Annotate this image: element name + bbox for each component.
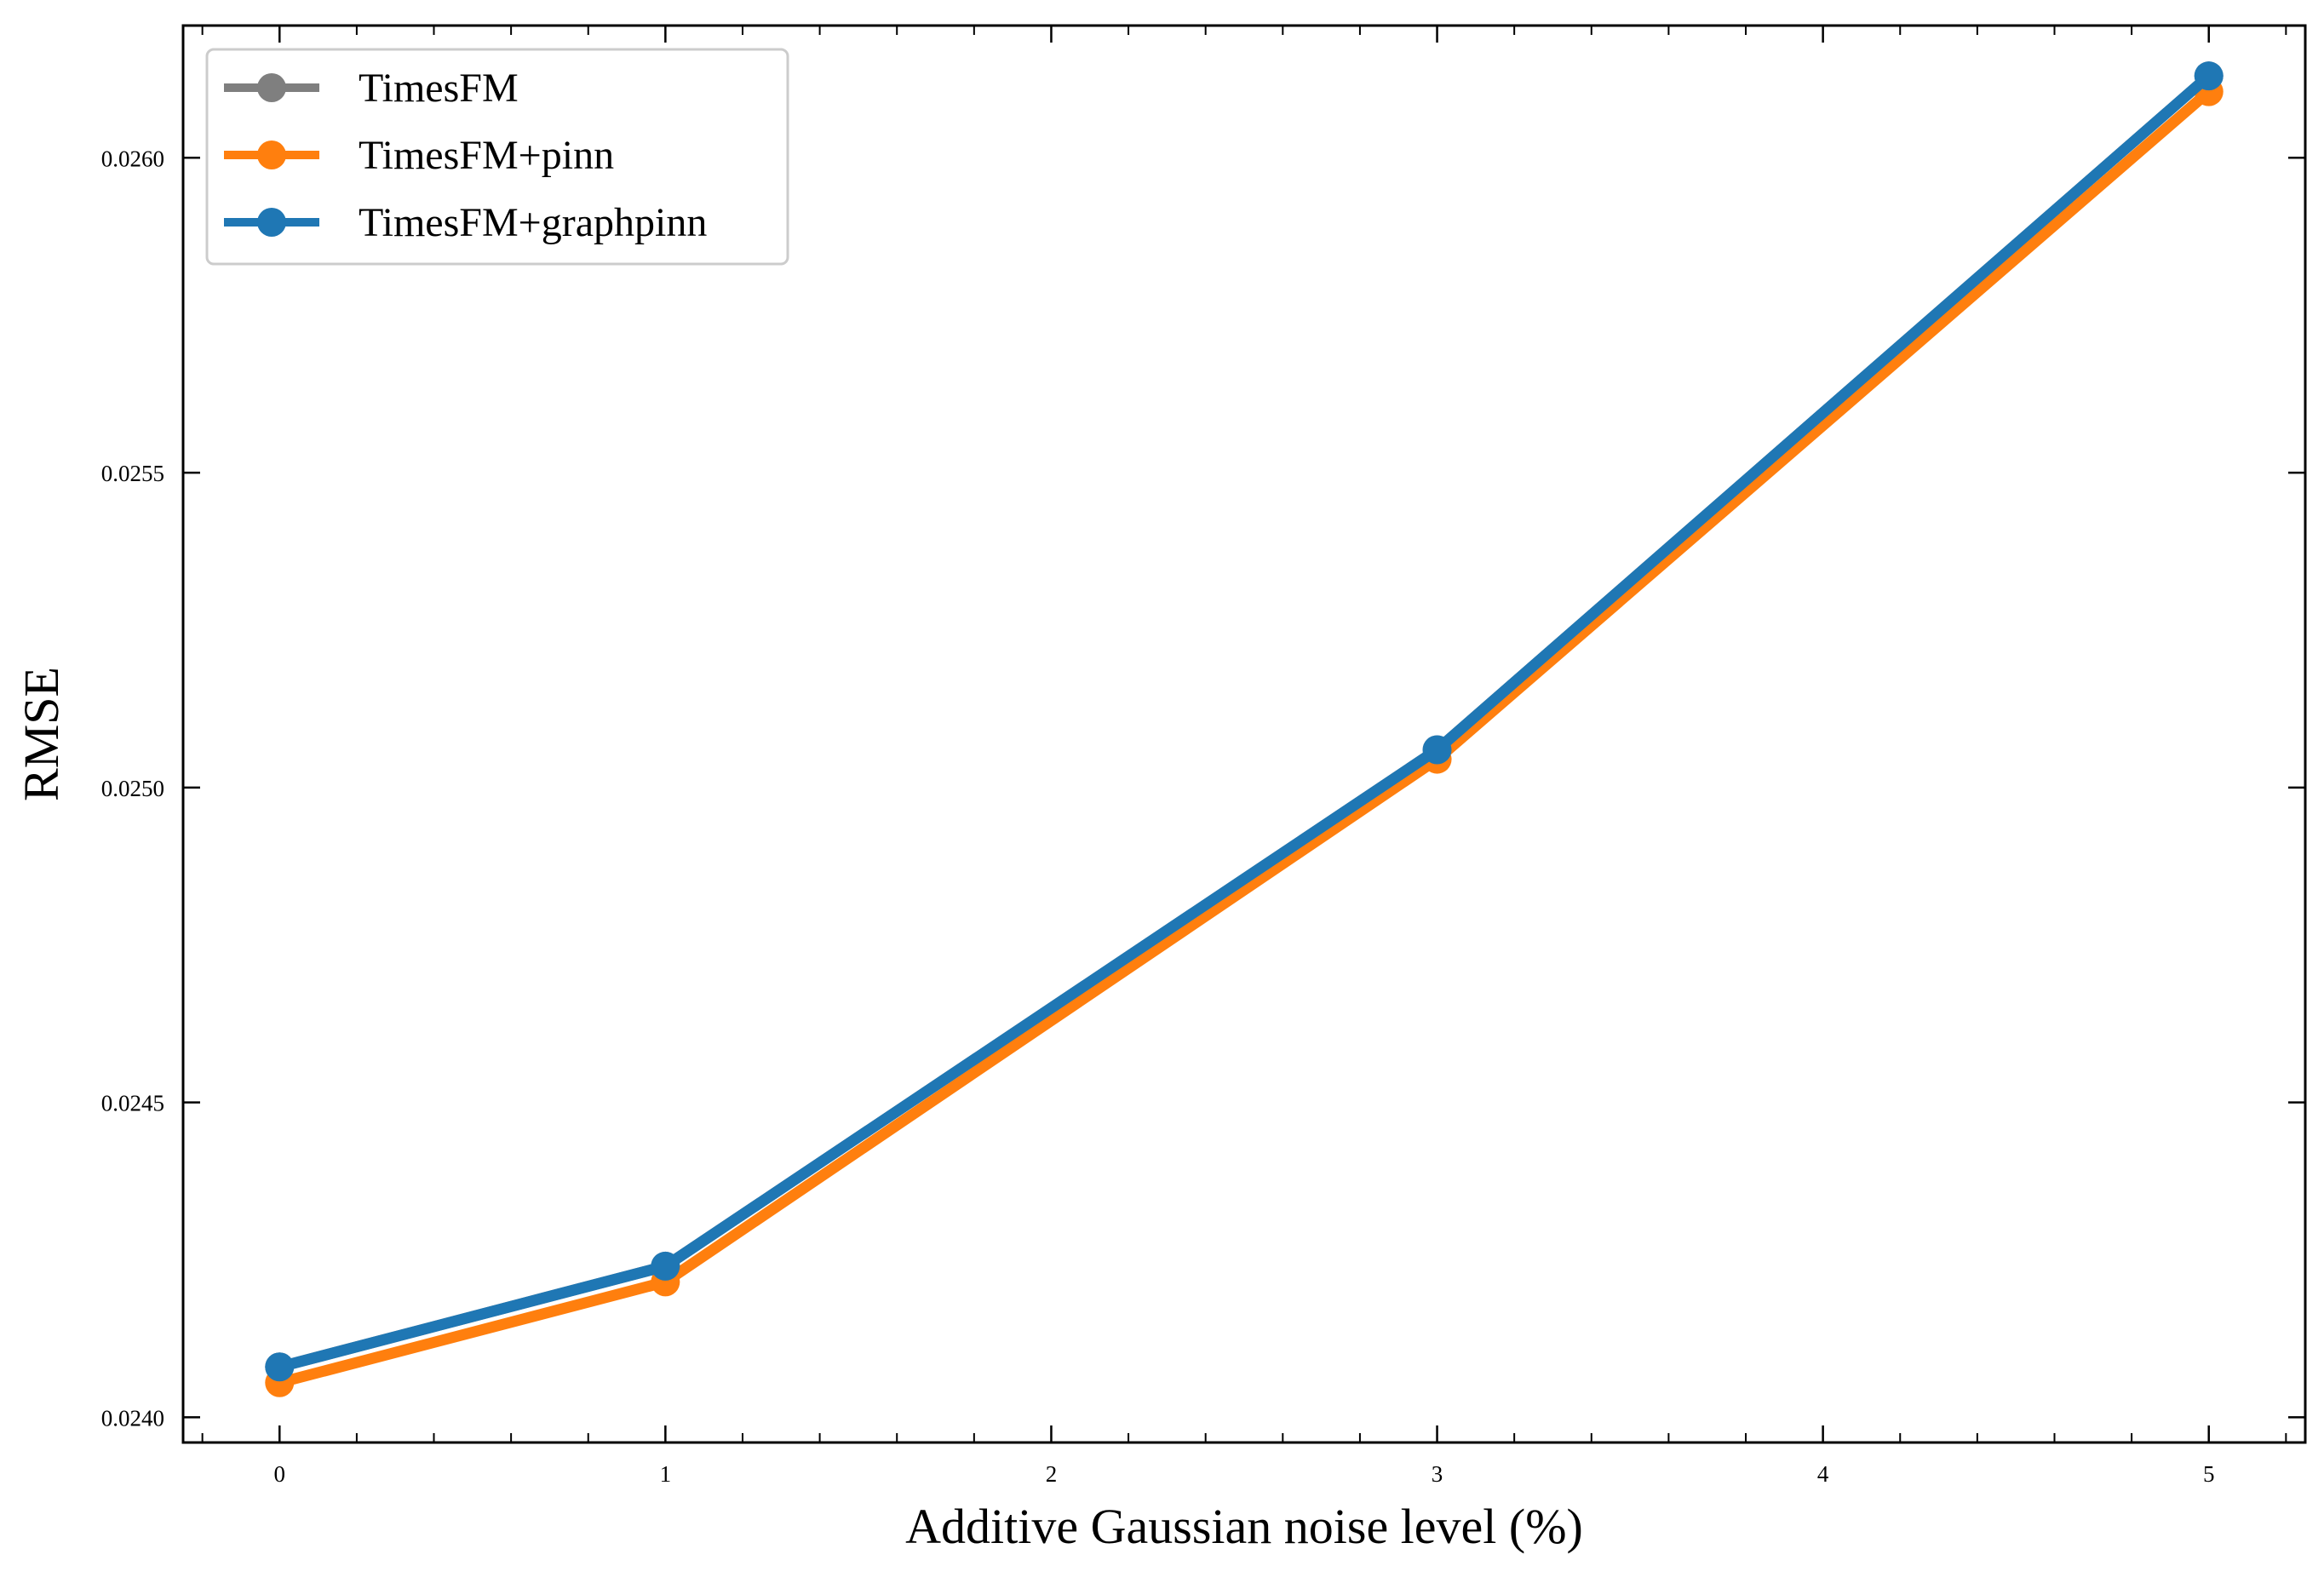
axis-ticks: 0 1 2 3 4 5 0.0240 0.0245 0.0250 0.0255 0.0260 [101,26,2305,1487]
y-tick-label: 0.0250 [101,776,164,801]
plot-frame [181,24,2307,1444]
data-point [2194,61,2224,91]
x-tick-label: 1 [660,1461,672,1487]
series-line [273,70,2215,1373]
x-tick-label: 4 [1817,1461,1829,1487]
data-point [265,1352,295,1382]
y-tick-label: 0.0245 [101,1091,164,1116]
x-tick-label: 0 [274,1461,286,1487]
legend: TimesFM TimesFM+pinn TimesFM+graphpinn [205,48,789,266]
series-layer [265,61,2224,1397]
legend-label: TimesFM+graphpinn [359,200,707,245]
legend-box [205,48,789,266]
data-point [1422,735,1452,765]
y-tick-label: 0.0260 [101,146,164,171]
legend-label: TimesFM+pinn [359,133,614,178]
legend-marker [257,141,286,169]
x-tick-label: 3 [1432,1461,1443,1487]
series-line [273,86,2215,1389]
legend-label: TimesFM [359,66,519,111]
x-axis-title: Additive Gaussian noise level (%) [905,1499,1583,1554]
legend-marker [257,73,286,102]
y-tick-label: 0.0240 [101,1405,164,1431]
x-tick-label: 2 [1046,1461,1058,1487]
y-tick-label: 0.0255 [101,461,164,486]
x-tick-label: 5 [2203,1461,2215,1487]
legend-marker [257,208,286,237]
data-point [651,1251,680,1281]
y-axis-title: RMSE [14,667,69,801]
series-line [273,70,2215,1373]
